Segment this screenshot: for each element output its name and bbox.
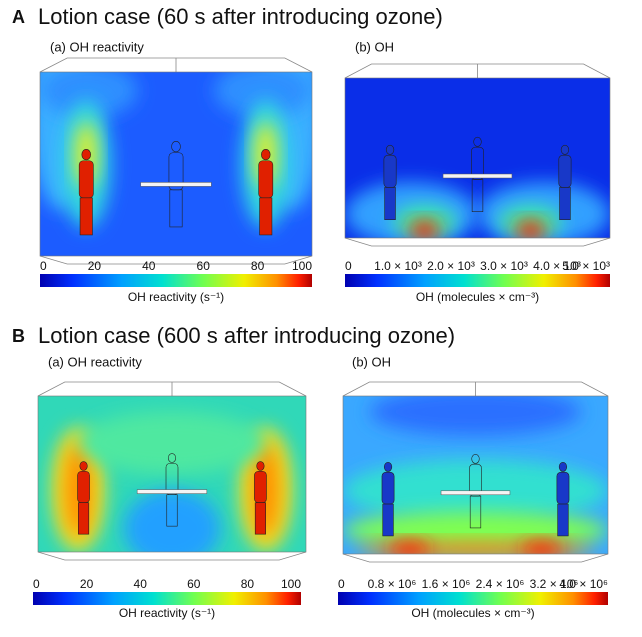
figure-body — [78, 160, 94, 199]
colorbar-tick-label: 1.0 × 10³ — [374, 259, 422, 273]
subpanel-label: (a) OH reactivity — [48, 354, 142, 369]
image-border — [37, 395, 307, 553]
figure-legs — [557, 503, 569, 537]
panel-title: Lotion case (60 s after introducing ozon… — [38, 4, 443, 29]
colorbar-tick-label: 60 — [187, 577, 201, 591]
field-region — [123, 489, 221, 552]
colorbar-tick-label: 40 — [134, 577, 148, 591]
colorbar-tick-label: 4.0 × 10³ — [533, 259, 581, 273]
colorbar-tick-label: 0 — [33, 577, 40, 591]
image-border — [39, 71, 313, 257]
figure-head — [261, 148, 271, 161]
figure-legs — [259, 197, 273, 236]
figure-body — [383, 154, 397, 188]
figure-head — [471, 454, 480, 464]
field-region — [514, 220, 547, 238]
figure-body — [254, 470, 267, 504]
subpanel-label: (a) OH reactivity — [50, 39, 144, 54]
figure-body — [77, 470, 90, 504]
figure-legs — [78, 502, 90, 535]
table — [442, 173, 513, 179]
image-border — [342, 395, 609, 555]
subpanel-label: (b) OH — [352, 354, 391, 369]
colorbar-tick-label: 5.0 × 10³ — [562, 259, 610, 273]
colorbar-tick-label: 20 — [80, 577, 94, 591]
colorbar-label: OH reactivity (s⁻¹) — [119, 606, 215, 620]
figure-head — [558, 462, 568, 472]
figure-body — [258, 160, 274, 199]
figure-legs — [384, 187, 396, 220]
field-region — [343, 511, 608, 550]
colorbar-tick-label: 0 — [40, 259, 47, 273]
figure-head — [81, 148, 91, 161]
figure-legs — [169, 189, 183, 228]
simulation-image — [343, 396, 608, 554]
simulation-image — [40, 72, 312, 256]
figure-body — [556, 471, 570, 505]
figure-legs — [79, 197, 93, 236]
panel-title: Lotion case (600 s after introducing ozo… — [38, 323, 455, 348]
colorbar-tick-label: 0 — [338, 577, 345, 591]
field-region — [369, 396, 582, 436]
field-region — [78, 411, 266, 474]
figure-head — [385, 144, 395, 155]
colorbar-tick-label: 100 — [292, 259, 312, 273]
panel-letter: A — [12, 7, 25, 27]
figure-legs — [559, 187, 571, 220]
colorbar-label: OH reactivity (s⁻¹) — [128, 290, 224, 304]
colorbar-tick-label: 3.0 × 10³ — [480, 259, 528, 273]
image-border — [344, 77, 611, 239]
colorbar — [345, 274, 610, 287]
field-region — [520, 541, 563, 554]
table — [136, 489, 208, 494]
figure-head — [79, 461, 88, 471]
field-region — [214, 72, 312, 118]
colorbar-tick-label: 2.4 × 10⁶ — [476, 577, 525, 591]
figure-legs — [254, 502, 266, 535]
colorbar-tick-label: 0 — [345, 259, 352, 273]
figure-head — [473, 136, 482, 147]
field-region — [408, 220, 441, 238]
colorbar-tick-label: 0.8 × 10⁶ — [368, 577, 417, 591]
figure-head — [256, 461, 265, 471]
table — [440, 490, 511, 496]
figure-legs — [166, 494, 178, 527]
field-region — [388, 541, 431, 554]
colorbar-tick-label: 2.0 × 10³ — [427, 259, 475, 273]
figure-body — [558, 154, 572, 188]
panel-letter: B — [12, 326, 25, 346]
figure-head — [560, 144, 570, 155]
colorbar — [33, 592, 301, 605]
colorbar-tick-label: 3.2 × 10⁶ — [530, 577, 579, 591]
subpanel-label: (b) OH — [355, 39, 394, 54]
field-region — [40, 72, 138, 118]
figure-legs — [469, 495, 482, 529]
colorbar-tick-label: 80 — [251, 259, 265, 273]
colorbar — [338, 592, 608, 605]
colorbar-label: OH (molecules × cm⁻³) — [411, 606, 534, 620]
figure-legs — [471, 179, 484, 212]
figure-legs — [382, 503, 394, 537]
colorbar-tick-label: 100 — [281, 577, 301, 591]
simulation-image — [38, 396, 306, 552]
figure-body — [381, 471, 395, 505]
colorbar-tick-label: 40 — [142, 259, 156, 273]
colorbar-tick-label: 60 — [197, 259, 211, 273]
figure-head — [171, 140, 181, 153]
table — [140, 182, 212, 187]
figure-head — [167, 453, 177, 463]
figure-head — [383, 462, 393, 472]
colorbar-label: OH (molecules × cm⁻³) — [416, 290, 539, 304]
simulation-image — [345, 78, 610, 238]
colorbar — [40, 274, 312, 287]
colorbar-tick-label: 20 — [88, 259, 102, 273]
colorbar-tick-label: 80 — [241, 577, 255, 591]
colorbar-tick-label: 4.0 × 10⁶ — [559, 577, 608, 591]
colorbar-tick-label: 1.6 × 10⁶ — [422, 577, 471, 591]
